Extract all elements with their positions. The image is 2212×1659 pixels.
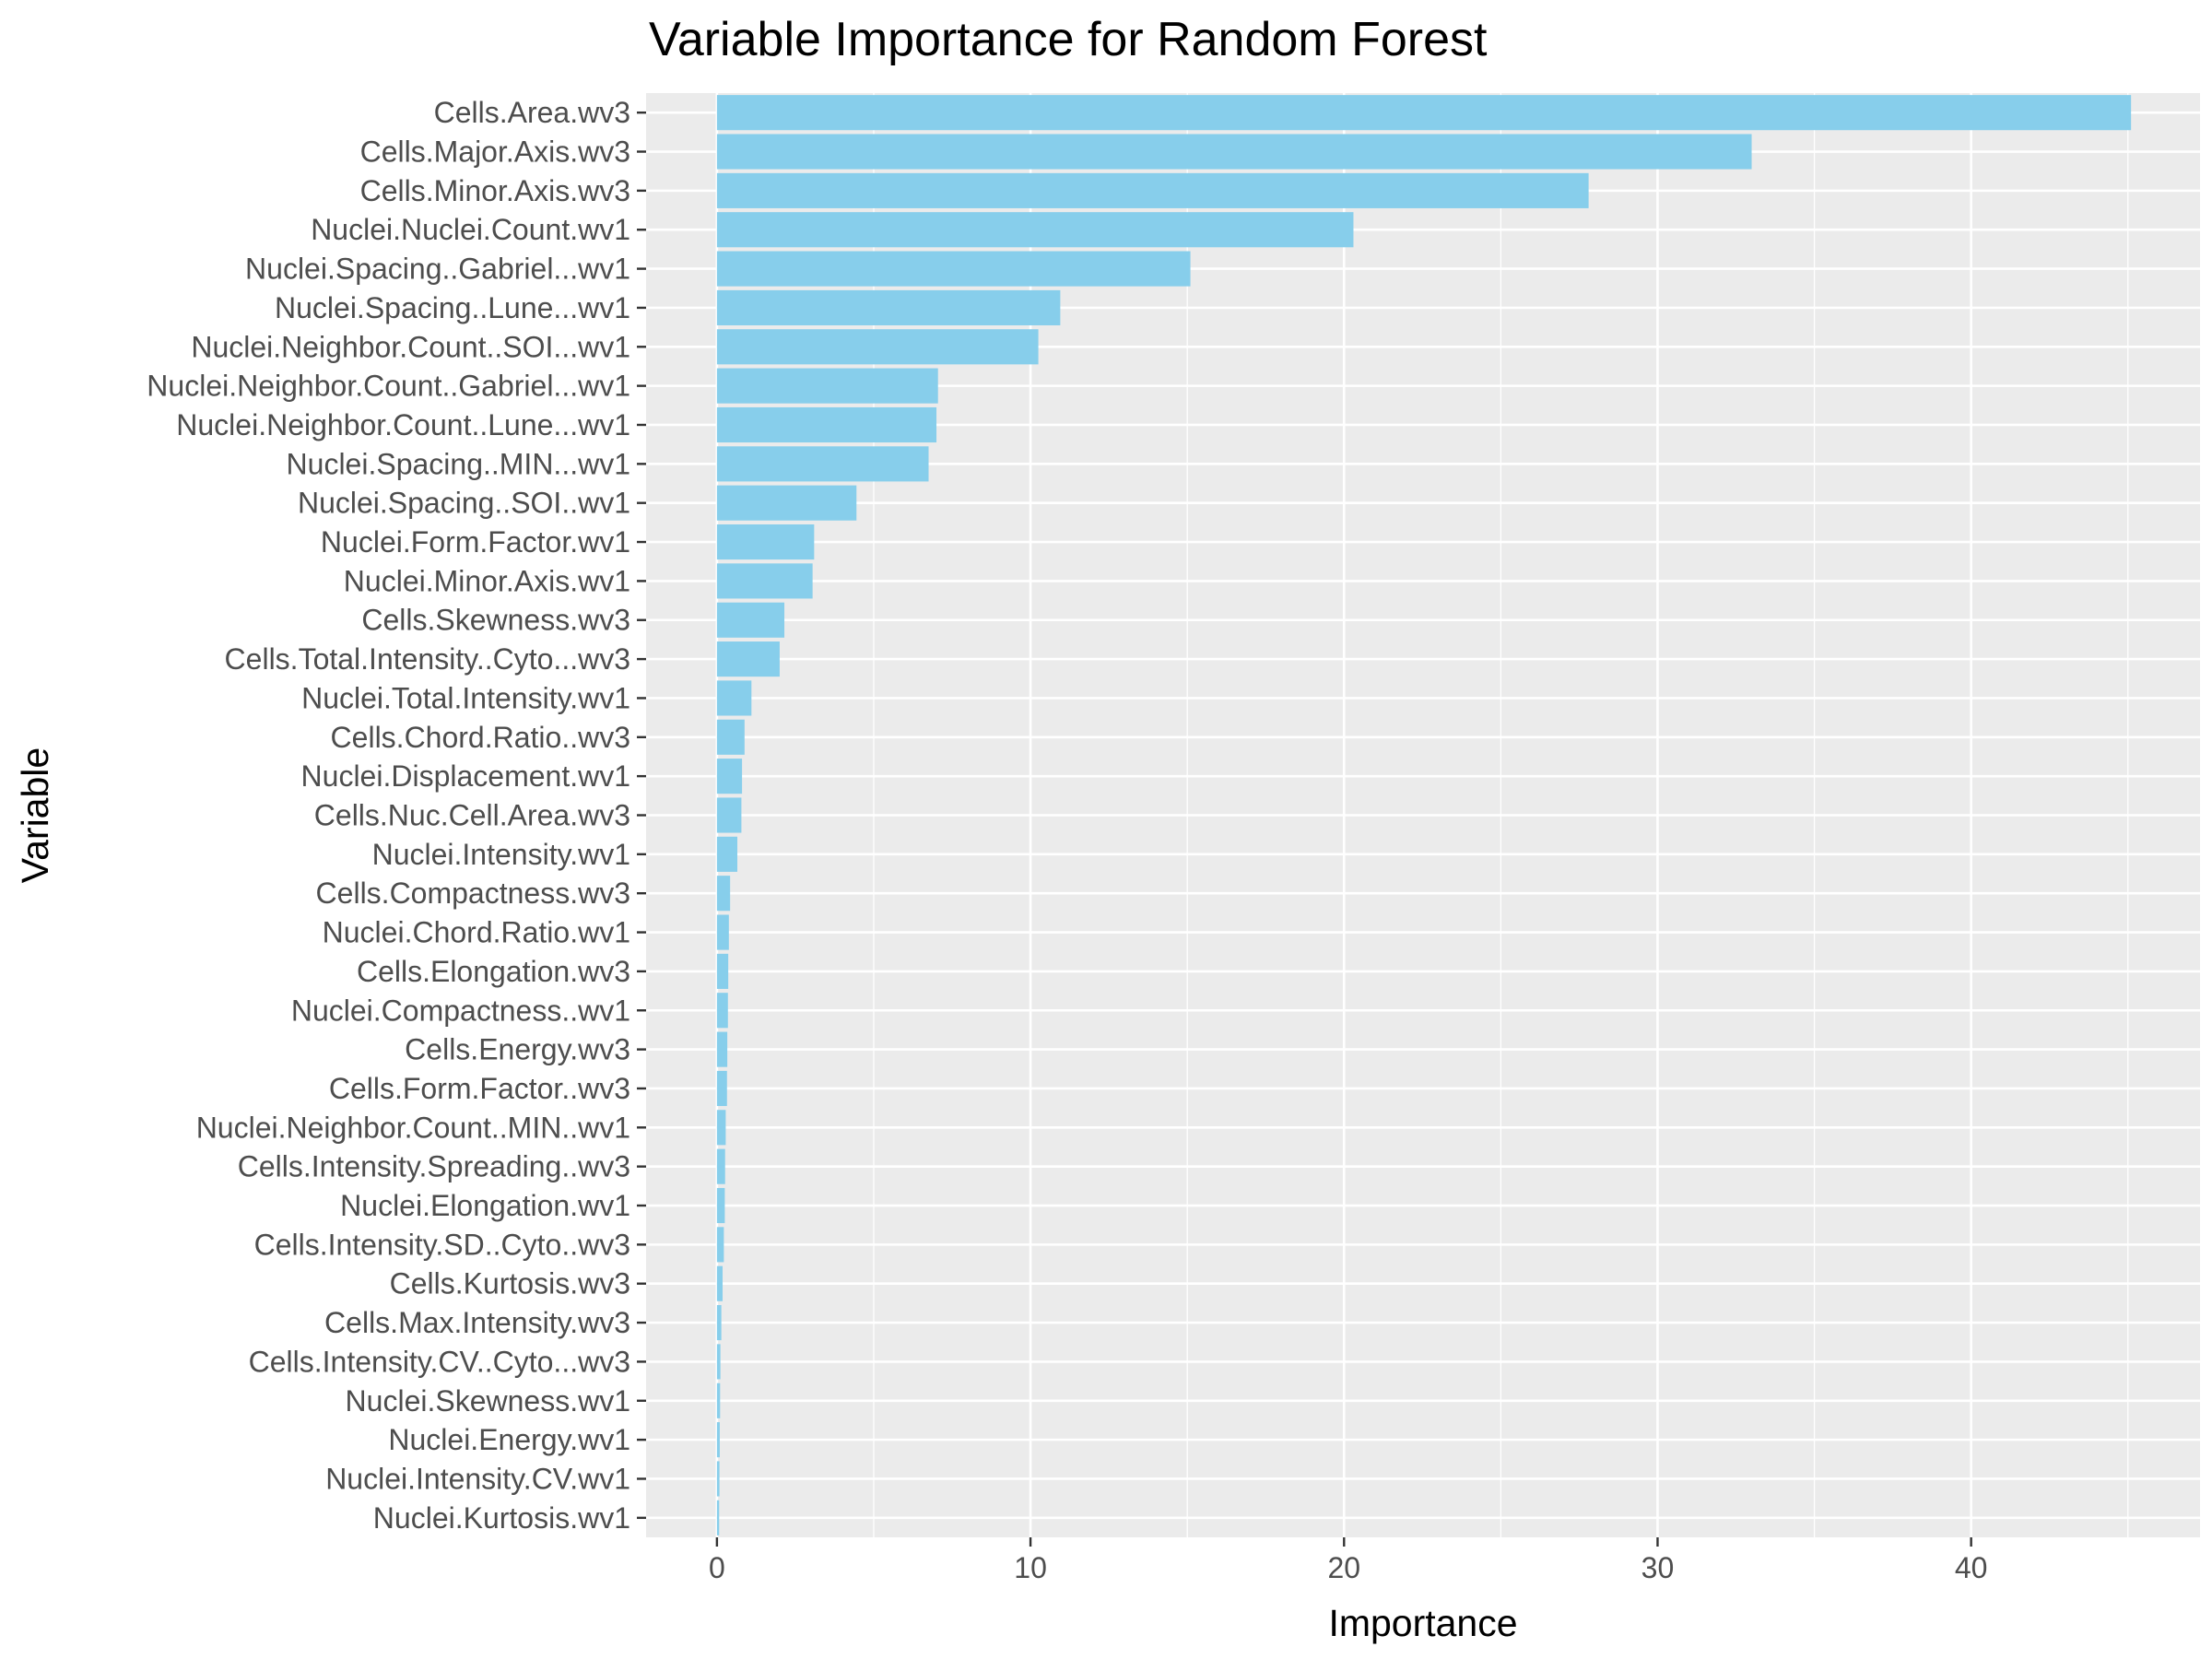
y-tick-label: Cells.Elongation.wv3 xyxy=(357,955,630,988)
bar xyxy=(716,1070,727,1107)
x-tick-label: 40 xyxy=(1955,1551,1988,1584)
bar xyxy=(716,563,813,599)
bar xyxy=(716,524,815,560)
bar xyxy=(716,836,737,872)
y-tick-label: Cells.Intensity.CV..Cyto...wv3 xyxy=(249,1345,630,1378)
x-tick-label: 0 xyxy=(709,1551,725,1584)
bar xyxy=(716,993,728,1029)
y-tick-label: Nuclei.Neighbor.Count..MIN..wv1 xyxy=(196,1111,630,1144)
y-tick-label: Cells.Max.Intensity.wv3 xyxy=(324,1306,630,1339)
y-tick-label: Nuclei.Intensity.wv1 xyxy=(372,838,630,871)
bar xyxy=(716,289,1061,325)
y-axis-title: Variable xyxy=(14,747,56,883)
y-tick-label: Nuclei.Energy.wv1 xyxy=(388,1423,630,1456)
bar xyxy=(716,1110,726,1146)
y-axis-ticks: Cells.Area.wv3 Cells.Major.Axis.wv3 Cells.… xyxy=(147,96,646,1535)
y-tick-label: Cells.Energy.wv3 xyxy=(405,1033,630,1066)
y-tick-label: Nuclei.Nuclei.Count.wv1 xyxy=(311,213,630,246)
bar xyxy=(716,876,731,912)
y-tick-label: Cells.Major.Axis.wv3 xyxy=(360,135,630,169)
y-tick-label: Nuclei.Neighbor.Count..Gabriel...wv1 xyxy=(147,370,630,403)
bar xyxy=(716,914,729,950)
y-tick-label: Nuclei.Displacement.wv1 xyxy=(301,759,630,793)
bar xyxy=(716,251,1191,287)
bar xyxy=(716,212,1354,248)
y-tick-label: Cells.Intensity.SD..Cyto..wv3 xyxy=(254,1228,630,1261)
y-tick-label: Nuclei.Skewness.wv1 xyxy=(346,1384,630,1418)
y-tick-label: Cells.Area.wv3 xyxy=(434,96,630,129)
bar xyxy=(716,406,937,443)
y-tick-label: Nuclei.Spacing..MIN...wv1 xyxy=(287,447,630,480)
y-tick-label: Cells.Chord.Ratio..wv3 xyxy=(331,721,630,754)
bars xyxy=(716,95,2132,1535)
bar xyxy=(716,680,752,716)
x-axis-ticks: 0 10 20 30 40 xyxy=(709,1537,1987,1584)
y-tick-label: Nuclei.Compactness..wv1 xyxy=(291,994,630,1027)
chart-title: Variable Importance for Random Forest xyxy=(649,13,1488,66)
bar xyxy=(716,719,745,755)
bar xyxy=(716,797,742,833)
bar xyxy=(716,641,780,677)
y-tick-label: Cells.Kurtosis.wv3 xyxy=(390,1267,630,1300)
y-tick-label: Cells.Compactness.wv3 xyxy=(316,877,630,910)
bar xyxy=(716,329,1039,365)
y-tick-label: Nuclei.Minor.Axis.wv1 xyxy=(344,564,630,597)
bar xyxy=(716,1227,724,1263)
bar xyxy=(716,759,743,794)
y-tick-label: Nuclei.Total.Intensity.wv1 xyxy=(301,681,630,714)
bar xyxy=(716,134,1752,170)
x-tick-label: 10 xyxy=(1014,1551,1047,1584)
bar xyxy=(716,1031,728,1067)
y-tick-label: Nuclei.Spacing..Lune...wv1 xyxy=(275,291,630,324)
y-tick-label: Cells.Nuc.Cell.Area.wv3 xyxy=(314,799,630,832)
bar xyxy=(716,1461,720,1497)
y-tick-label: Nuclei.Intensity.CV.wv1 xyxy=(325,1462,630,1495)
y-tick-label: Nuclei.Elongation.wv1 xyxy=(340,1189,630,1222)
bar xyxy=(716,485,857,521)
bar xyxy=(716,1148,725,1184)
bar xyxy=(716,1187,725,1224)
bar xyxy=(716,1265,724,1301)
y-tick-label: Nuclei.Neighbor.Count..SOI...wv1 xyxy=(191,330,630,363)
bar xyxy=(716,1344,721,1380)
bar xyxy=(716,1382,721,1418)
y-tick-label: Cells.Form.Factor..wv3 xyxy=(329,1072,630,1105)
x-tick-label: 30 xyxy=(1641,1551,1675,1584)
y-tick-label: Nuclei.Spacing..SOI..wv1 xyxy=(298,487,630,520)
bar xyxy=(716,368,938,404)
bar xyxy=(716,1500,720,1535)
y-tick-label: Cells.Skewness.wv3 xyxy=(361,604,630,637)
y-tick-label: Cells.Minor.Axis.wv3 xyxy=(360,174,630,207)
y-tick-label: Cells.Total.Intensity..Cyto...wv3 xyxy=(225,642,630,676)
y-tick-label: Nuclei.Chord.Ratio.wv1 xyxy=(323,916,630,949)
bar xyxy=(716,95,2132,131)
bar xyxy=(716,953,729,989)
y-tick-label: Nuclei.Neighbor.Count..Lune...wv1 xyxy=(176,408,630,441)
bar xyxy=(716,1422,720,1458)
bar xyxy=(716,602,785,638)
x-axis-title: Importance xyxy=(1328,1602,1517,1644)
y-tick-label: Nuclei.Kurtosis.wv1 xyxy=(373,1501,630,1535)
bar xyxy=(716,172,1589,208)
y-tick-label: Cells.Intensity.Spreading..wv3 xyxy=(238,1150,630,1183)
bar xyxy=(716,446,929,482)
x-tick-label: 20 xyxy=(1327,1551,1360,1584)
bar xyxy=(716,1305,722,1341)
y-tick-label: Nuclei.Form.Factor.wv1 xyxy=(321,525,630,559)
y-tick-label: Nuclei.Spacing..Gabriel...wv1 xyxy=(245,253,630,286)
